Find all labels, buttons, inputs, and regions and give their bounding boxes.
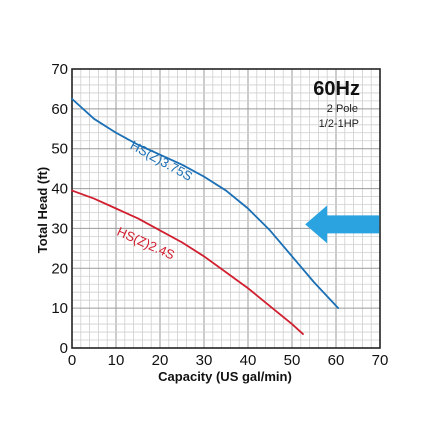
series-line-0 <box>71 97 340 310</box>
y-tick-label: 60 <box>51 101 68 118</box>
y-tick-label: 40 <box>51 181 68 198</box>
series-line-1 <box>71 189 304 335</box>
x-tick-label: 0 <box>68 352 76 369</box>
x-tick-label: 20 <box>152 352 169 369</box>
tick-labels: 0 10 20 30 40 50 60 70 0 10 20 30 40 50 60 70 <box>51 61 388 369</box>
series <box>71 97 340 335</box>
x-tick-label: 10 <box>108 352 125 369</box>
series-label-1: HS(Z)2.4S <box>115 224 177 263</box>
x-tick-label: 60 <box>328 352 345 369</box>
markers <box>305 205 380 244</box>
power-label: 1/2-1HP <box>319 118 359 130</box>
pointer-arrow-icon <box>305 205 380 244</box>
x-tick-label: 40 <box>240 352 257 369</box>
y-tick-label: 0 <box>60 340 68 357</box>
poles-label: 2 Pole <box>327 103 358 115</box>
y-tick-label: 10 <box>51 300 68 317</box>
plot-border <box>71 68 381 349</box>
x-tick-label: 70 <box>372 352 389 369</box>
y-tick-label: 30 <box>51 220 68 237</box>
series-label-0: HS(Z)3.75S <box>128 137 196 184</box>
y-axis-title: Total Head (ft) <box>35 167 50 253</box>
y-tick-label: 50 <box>51 141 68 158</box>
x-tick-label: 30 <box>196 352 213 369</box>
x-tick-label: 50 <box>284 352 301 369</box>
y-tick-label: 20 <box>51 260 68 277</box>
frequency-label: 60Hz <box>313 78 360 100</box>
x-axis-title: Capacity (US gal/min) <box>158 369 292 384</box>
y-tick-label: 70 <box>51 61 68 78</box>
plot-frame <box>71 68 381 349</box>
